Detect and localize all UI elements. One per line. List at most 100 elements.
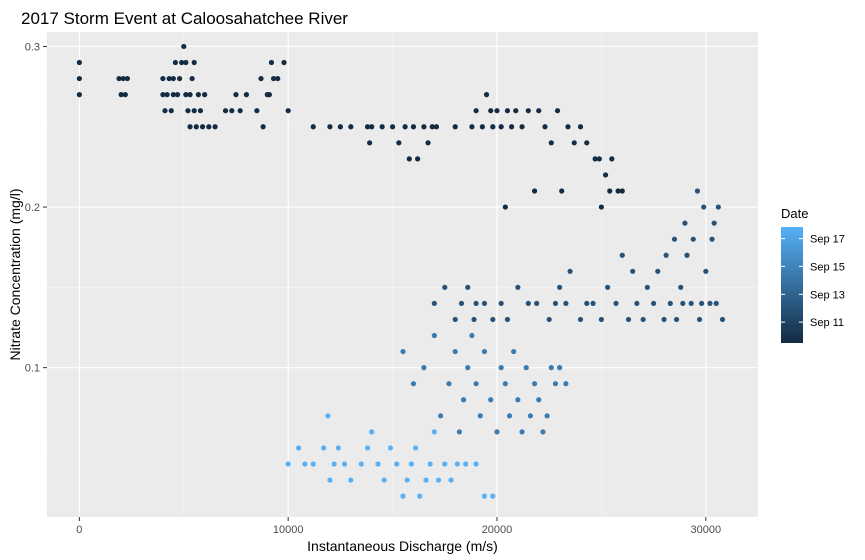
color-legend: Date Sep 17 Sep 15 Sep 13 Sep 11 xyxy=(781,206,845,343)
x-axis-title: Instantaneous Discharge (m/s) xyxy=(307,538,498,554)
data-point xyxy=(379,124,385,130)
data-point xyxy=(469,124,475,130)
data-point xyxy=(563,381,569,387)
data-point xyxy=(168,108,174,114)
data-point xyxy=(425,140,431,146)
data-point xyxy=(160,92,166,98)
data-point xyxy=(711,220,717,226)
data-point xyxy=(713,300,719,307)
data-point xyxy=(502,381,508,387)
data-point xyxy=(481,348,488,355)
data-point xyxy=(536,108,542,114)
major-gridlines xyxy=(47,32,758,517)
data-point xyxy=(690,236,696,242)
data-point xyxy=(625,316,632,323)
data-point xyxy=(452,124,458,130)
data-point xyxy=(531,188,538,194)
data-point xyxy=(567,268,573,274)
data-point xyxy=(634,300,640,307)
data-point xyxy=(694,188,701,194)
data-point xyxy=(699,300,705,307)
data-point xyxy=(233,92,239,98)
data-point xyxy=(327,477,333,483)
data-point xyxy=(715,204,721,210)
data-point xyxy=(515,397,521,403)
data-point xyxy=(429,124,435,130)
data-point xyxy=(187,124,193,130)
data-point xyxy=(412,445,419,451)
data-point xyxy=(498,365,504,371)
data-point xyxy=(212,124,218,130)
legend-label: Sep 11 xyxy=(810,317,844,329)
data-point xyxy=(268,59,275,66)
data-point xyxy=(116,75,122,82)
data-point xyxy=(400,348,406,355)
data-point xyxy=(696,316,703,323)
data-point xyxy=(584,300,590,307)
data-point xyxy=(661,316,667,323)
data-point xyxy=(454,461,460,467)
data-point xyxy=(548,140,554,146)
data-point xyxy=(488,108,494,114)
data-point xyxy=(260,124,266,130)
data-point xyxy=(540,429,546,435)
data-point xyxy=(367,140,373,146)
data-point xyxy=(410,381,417,387)
data-point xyxy=(479,124,485,130)
data-point xyxy=(663,252,669,258)
data-point xyxy=(191,59,197,66)
data-point xyxy=(310,461,316,467)
data-point xyxy=(452,316,458,323)
data-point xyxy=(442,284,448,290)
data-point xyxy=(185,108,191,114)
data-point xyxy=(122,92,128,98)
data-point xyxy=(160,75,166,82)
data-point xyxy=(463,461,469,467)
data-point xyxy=(509,124,515,130)
data-point xyxy=(605,284,611,290)
data-point xyxy=(179,59,185,66)
data-point xyxy=(369,429,375,435)
data-point xyxy=(473,461,479,467)
data-point xyxy=(571,140,577,146)
legend-label: Sep 15 xyxy=(810,261,845,273)
data-point xyxy=(515,284,521,290)
data-point xyxy=(76,75,82,82)
data-point xyxy=(394,461,400,467)
data-point xyxy=(76,92,82,98)
data-point xyxy=(678,284,684,290)
data-point xyxy=(701,204,707,210)
data-point xyxy=(364,445,371,451)
data-point xyxy=(448,477,454,483)
data-point xyxy=(619,188,625,194)
data-point xyxy=(563,300,569,307)
data-point xyxy=(619,252,625,258)
data-point xyxy=(193,124,199,130)
data-point xyxy=(176,75,183,82)
data-point xyxy=(490,124,496,130)
data-point xyxy=(170,92,176,98)
data-point xyxy=(435,477,442,483)
data-point xyxy=(671,236,678,242)
data-point xyxy=(483,92,490,98)
legend-title: Date xyxy=(781,206,808,221)
data-point xyxy=(502,204,508,210)
data-point xyxy=(613,300,619,307)
data-point xyxy=(335,445,341,451)
data-point xyxy=(523,365,529,371)
data-point xyxy=(456,429,463,435)
data-point xyxy=(592,156,598,162)
data-point xyxy=(525,300,531,307)
data-point xyxy=(473,108,479,114)
data-point xyxy=(477,413,483,419)
data-point xyxy=(673,316,680,323)
data-point xyxy=(296,445,302,451)
data-point xyxy=(191,108,197,114)
data-point xyxy=(596,156,602,162)
data-point xyxy=(602,172,609,178)
data-point xyxy=(519,124,525,130)
data-point xyxy=(270,75,277,82)
data-point xyxy=(237,108,243,114)
legend-label: Sep 13 xyxy=(810,289,845,301)
data-point xyxy=(331,461,337,467)
